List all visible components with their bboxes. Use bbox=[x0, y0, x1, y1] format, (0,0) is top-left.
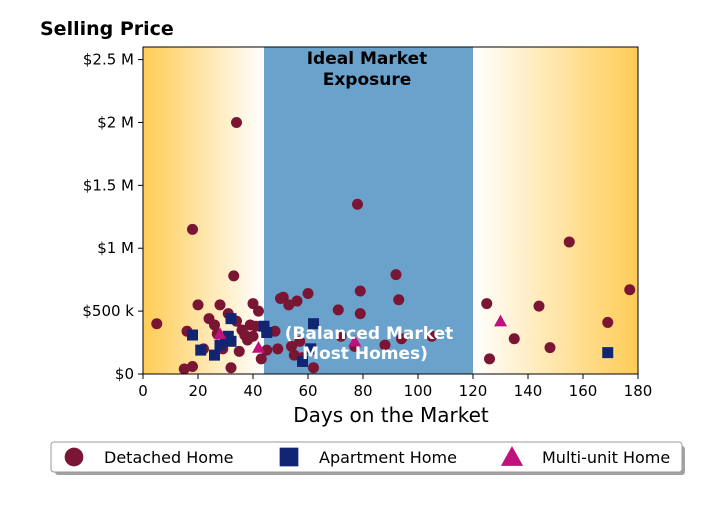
y-tick-label: $2.5 M bbox=[83, 51, 134, 69]
legend-marker-apartment-home bbox=[279, 447, 299, 467]
x-tick-label: 100 bbox=[404, 382, 433, 400]
detached-home-point bbox=[187, 360, 198, 372]
apartment-home-point bbox=[225, 335, 237, 347]
balanced-label-line-1: (Balanced Market bbox=[285, 324, 454, 344]
legend-label-detached-home: Detached Home bbox=[104, 448, 234, 467]
legend-marker-detached-home bbox=[64, 447, 84, 467]
detached-home-point bbox=[291, 295, 303, 307]
detached-home-point bbox=[484, 353, 495, 365]
detached-home-point bbox=[602, 316, 614, 328]
legend-box bbox=[50, 441, 683, 473]
legend-label-multi-unit-home: Multi-unit Home bbox=[542, 448, 670, 467]
legend-label-apartment-home: Apartment Home bbox=[319, 448, 457, 467]
x-axis: 0 20 40 60 80 100 120 140 160 180 bbox=[138, 374, 652, 400]
multi-unit-home-point bbox=[252, 341, 265, 353]
y-tick-label: $1 M bbox=[97, 239, 134, 257]
detached-home-point bbox=[332, 304, 344, 316]
apartment-home-point bbox=[187, 329, 198, 341]
detached-home-point bbox=[396, 333, 407, 345]
data-points bbox=[151, 116, 636, 375]
detached-home-point bbox=[225, 362, 237, 374]
detached-home-point bbox=[544, 342, 556, 354]
x-axis-title: Days on the Market bbox=[293, 403, 489, 427]
detached-home-point bbox=[272, 343, 284, 355]
ideal-zone-label-line-2: Exposure bbox=[323, 70, 412, 90]
apartment-home-point bbox=[214, 339, 226, 351]
apartment-home-point bbox=[209, 349, 220, 361]
balanced-label-line-2: Most Homes) bbox=[302, 344, 428, 364]
apartment-home-point bbox=[195, 344, 207, 356]
detached-home-point bbox=[533, 300, 545, 312]
detached-home-point bbox=[233, 345, 245, 357]
apartment-home-point bbox=[602, 347, 614, 359]
apartment-home-point bbox=[261, 326, 273, 338]
plot-area-frame bbox=[142, 46, 639, 375]
legend-marker-multi-unit-home bbox=[500, 445, 524, 466]
x-tick-label: 120 bbox=[459, 382, 488, 400]
y-axis: $0 $500 k $1 M $1.5 M $2 M $2.5 M bbox=[82, 51, 143, 383]
y-tick-label: $2 M bbox=[97, 113, 134, 131]
apartment-home-point bbox=[258, 320, 270, 332]
apartment-home-point bbox=[305, 343, 317, 355]
detached-home-point bbox=[390, 269, 402, 281]
detached-home-point bbox=[255, 353, 267, 365]
detached-home-point bbox=[151, 318, 163, 330]
detached-home-point bbox=[247, 330, 259, 342]
legend: Detached Home Apartment Home Multi-unit Ho… bbox=[50, 441, 685, 475]
apartment-home-point bbox=[308, 318, 319, 330]
detached-home-point bbox=[393, 294, 405, 306]
detached-home-point bbox=[302, 288, 314, 300]
detached-home-point bbox=[335, 330, 347, 342]
ideal-zone-label-line-1: Ideal Market bbox=[307, 49, 428, 69]
detached-home-point bbox=[247, 298, 259, 310]
detached-home-point bbox=[228, 270, 240, 282]
detached-home-point bbox=[286, 340, 297, 352]
y-tick-label: $0 bbox=[115, 365, 134, 383]
multi-unit-home-point bbox=[494, 314, 507, 327]
balanced-annotation: (Balanced Market Most Homes) bbox=[285, 324, 454, 364]
y-tick-label: $1.5 M bbox=[83, 176, 134, 194]
x-tick-label: 140 bbox=[514, 382, 543, 400]
detached-home-point bbox=[508, 333, 520, 345]
detached-home-point bbox=[624, 284, 636, 296]
detached-home-point bbox=[379, 339, 391, 351]
x-tick-label: 0 bbox=[138, 382, 148, 400]
detached-home-point bbox=[192, 299, 204, 311]
x-tick-label: 160 bbox=[569, 382, 598, 400]
detached-home-point bbox=[209, 319, 220, 331]
zone-annotations: Ideal Market Exposure bbox=[307, 49, 428, 90]
apartment-home-point bbox=[297, 355, 308, 367]
y-axis-title: Selling Price bbox=[40, 18, 174, 40]
market-zones bbox=[143, 47, 638, 374]
detached-home-point bbox=[354, 308, 366, 320]
y-tick-label: $500 k bbox=[82, 302, 134, 320]
detached-home-point bbox=[253, 305, 264, 317]
detached-home-point bbox=[261, 344, 273, 356]
left-gradient-zone bbox=[143, 47, 264, 374]
x-tick-label: 60 bbox=[298, 382, 317, 400]
x-tick-label: 80 bbox=[353, 382, 372, 400]
ideal-exposure-zone bbox=[264, 47, 473, 374]
detached-home-point bbox=[352, 198, 363, 210]
detached-home-point bbox=[214, 299, 226, 311]
detached-home-point bbox=[481, 298, 493, 310]
detached-home-point bbox=[283, 299, 295, 311]
detached-home-point bbox=[277, 291, 289, 303]
apartment-home-point bbox=[225, 313, 237, 325]
detached-home-point bbox=[178, 363, 190, 375]
x-tick-label: 20 bbox=[188, 382, 207, 400]
detached-home-point bbox=[308, 362, 319, 374]
detached-home-point bbox=[231, 116, 242, 128]
x-tick-label: 40 bbox=[243, 382, 262, 400]
x-tick-label: 180 bbox=[624, 382, 653, 400]
detached-home-point bbox=[426, 330, 438, 342]
detached-home-point bbox=[354, 285, 366, 297]
multi-unit-home-point bbox=[348, 334, 362, 347]
detached-home-point bbox=[563, 236, 575, 248]
detached-home-point bbox=[187, 223, 198, 235]
multi-unit-home-point bbox=[213, 327, 227, 339]
detached-home-point bbox=[294, 335, 306, 347]
